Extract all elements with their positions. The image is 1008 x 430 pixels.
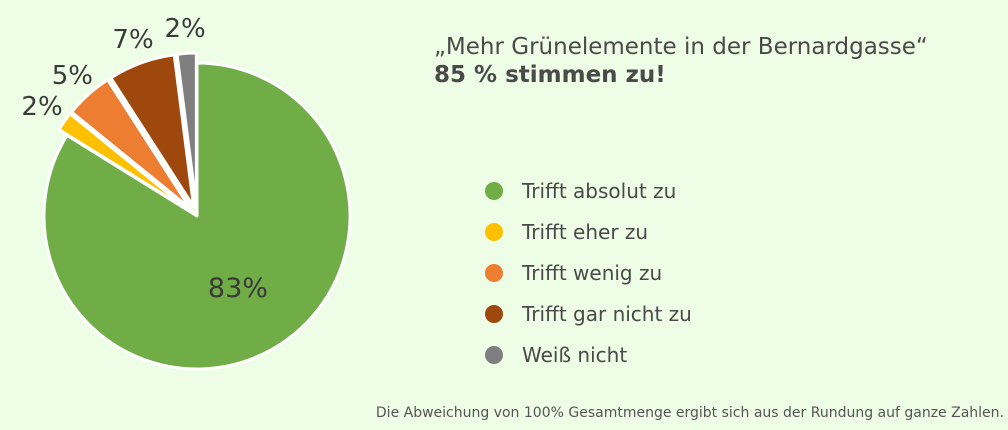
chart-subtitle: 85 % stimmen zu! (434, 62, 666, 88)
slice-data-label: 83% (208, 273, 268, 304)
pie-slice (57, 112, 191, 212)
legend-swatch (485, 263, 503, 282)
slice-data-label: 2% (21, 92, 62, 122)
legend-label: Trifft gar nicht zu (522, 301, 692, 326)
legend-swatch (485, 181, 503, 200)
legend-label: Trifft wenig zu (522, 260, 663, 285)
pie-slice (175, 51, 198, 208)
legend-swatch (485, 304, 503, 323)
chart-legend: Trifft absolut zu Trifft eher zu Trifft … (485, 170, 692, 375)
legend-swatch (485, 222, 503, 241)
legend-item: Trifft absolut zu (485, 170, 692, 211)
chart-header: „Mehr Grünelemente in der Bernardgasse“ … (434, 34, 928, 88)
legend-swatch (485, 345, 503, 364)
slice-data-label: 2% (165, 14, 206, 44)
legend-item: Weiß nicht (485, 334, 692, 375)
pie-slice (109, 53, 196, 209)
legend-label: Weiß nicht (522, 342, 628, 367)
pie-slice (42, 61, 352, 371)
legend-label: Trifft eher zu (522, 219, 649, 244)
legend-label: Trifft absolut zu (522, 178, 677, 203)
legend-item: Trifft wenig zu (485, 252, 692, 293)
chart-title: „Mehr Grünelemente in der Bernardgasse“ (434, 34, 928, 60)
legend-item: Trifft eher zu (485, 211, 692, 252)
legend-item: Trifft gar nicht zu (485, 293, 692, 334)
pie-slice (70, 78, 192, 211)
slice-data-label: 5% (52, 61, 93, 91)
rounding-footnote: Die Abweichung von 100% Gesamtmenge ergi… (375, 405, 1004, 421)
slice-data-label: 7% (112, 25, 153, 55)
